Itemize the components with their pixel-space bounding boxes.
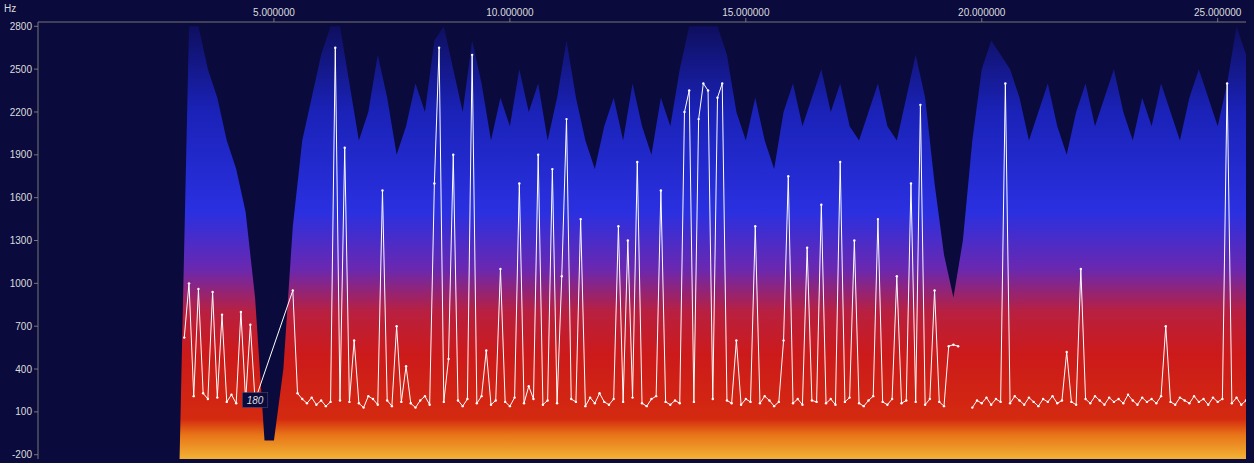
svg-text:2800: 2800 — [10, 21, 33, 32]
svg-text:15.000000: 15.000000 — [722, 7, 770, 18]
html-text:Hz: Hz — [4, 3, 17, 14]
svg-text:700: 700 — [15, 321, 32, 332]
svg-text:25.000000: 25.000000 — [1194, 7, 1242, 18]
svg-text:5.000000: 5.000000 — [253, 7, 295, 18]
svg-text:10.000000: 10.000000 — [486, 7, 534, 18]
svg-text:2500: 2500 — [10, 64, 33, 75]
svg-text:1300: 1300 — [10, 235, 33, 246]
svg-text:1600: 1600 — [10, 192, 33, 203]
svg-text:-200: -200 — [12, 449, 32, 460]
svg-text:1000: 1000 — [10, 278, 33, 289]
svg-text:180: 180 — [247, 395, 264, 406]
svg-text:1900: 1900 — [10, 149, 33, 160]
svg-text:2200: 2200 — [10, 107, 33, 118]
svg-text:400: 400 — [15, 364, 32, 375]
svg-text:100: 100 — [15, 406, 32, 417]
svg-text:20.000000: 20.000000 — [958, 7, 1006, 18]
